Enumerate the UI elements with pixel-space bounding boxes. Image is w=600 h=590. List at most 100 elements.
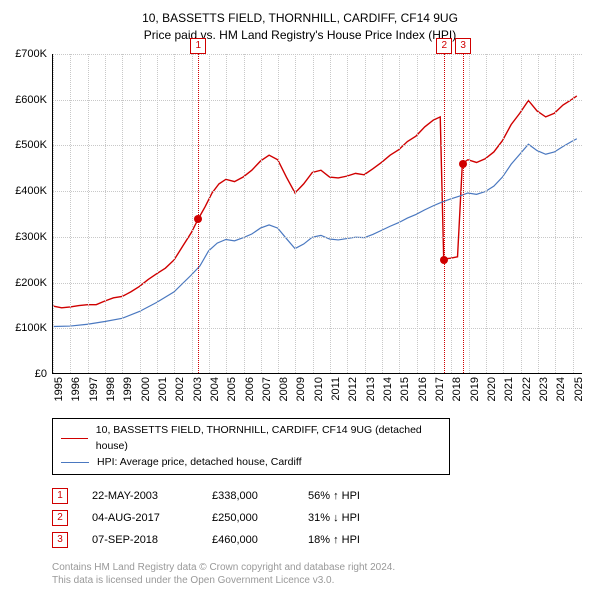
gridline-v: [417, 54, 418, 373]
sale-point-dot: [440, 256, 448, 264]
x-axis-label: 1999: [122, 377, 134, 401]
gridline-v: [192, 54, 193, 373]
series-hpi: [53, 139, 577, 327]
gridline-v: [244, 54, 245, 373]
gridline-v: [330, 54, 331, 373]
x-axis-label: 2015: [399, 377, 411, 401]
gridline-v: [434, 54, 435, 373]
gridline-v: [573, 54, 574, 373]
chart-title-block: 10, BASSETTS FIELD, THORNHILL, CARDIFF, …: [0, 0, 600, 44]
gridline-v: [521, 54, 522, 373]
x-axis-label: 2019: [469, 377, 481, 401]
y-axis-label: £100K: [15, 322, 47, 334]
sale-note-pct: 56% ↑ HPI: [308, 485, 360, 507]
gridline-v: [399, 54, 400, 373]
gridline-v: [53, 54, 54, 373]
gridline-v: [70, 54, 71, 373]
sale-marker-line: [463, 54, 464, 373]
x-axis-label: 2017: [434, 377, 446, 401]
x-axis-label: 1995: [53, 377, 65, 401]
gridline-v: [347, 54, 348, 373]
x-axis-label: 2007: [261, 377, 273, 401]
x-axis-label: 2000: [140, 377, 152, 401]
gridline-v: [209, 54, 210, 373]
x-axis-label: 2011: [330, 377, 342, 401]
sale-marker-line: [444, 54, 445, 373]
sale-note-row: 122-MAY-2003£338,00056% ↑ HPI: [52, 485, 582, 507]
sale-note-price: £460,000: [212, 529, 284, 551]
sale-marker-box: 2: [436, 38, 452, 54]
chart-area: £0£100K£200K£300K£400K£500K£600K£700K199…: [52, 54, 582, 374]
gridline-v: [226, 54, 227, 373]
gridline-v: [503, 54, 504, 373]
gridline-v: [105, 54, 106, 373]
series-property: [53, 96, 577, 308]
sale-notes: 122-MAY-2003£338,00056% ↑ HPI204-AUG-201…: [52, 485, 582, 551]
sale-marker-box: 1: [190, 38, 206, 54]
legend-label: HPI: Average price, detached house, Card…: [97, 455, 302, 471]
x-axis-label: 2023: [538, 377, 550, 401]
x-axis-label: 2009: [295, 377, 307, 401]
y-axis-label: £500K: [15, 139, 47, 151]
gridline-v: [122, 54, 123, 373]
x-axis-label: 2025: [573, 377, 585, 401]
gridline-v: [140, 54, 141, 373]
x-axis-label: 1996: [70, 377, 82, 401]
gridline-v: [365, 54, 366, 373]
x-axis-label: 2012: [347, 377, 359, 401]
x-axis-label: 2003: [192, 377, 204, 401]
legend-row: 10, BASSETTS FIELD, THORNHILL, CARDIFF, …: [61, 423, 441, 455]
gridline-v: [382, 54, 383, 373]
sale-note-number: 2: [52, 510, 68, 526]
x-axis-label: 2010: [313, 377, 325, 401]
gridline-v: [157, 54, 158, 373]
y-axis-label: £700K: [15, 48, 47, 60]
x-axis-label: 2008: [278, 377, 290, 401]
x-axis-label: 2005: [226, 377, 238, 401]
sale-note-price: £338,000: [212, 485, 284, 507]
sale-point-dot: [459, 160, 467, 168]
sale-note-date: 04-AUG-2017: [92, 507, 188, 529]
sale-note-row: 307-SEP-2018£460,00018% ↑ HPI: [52, 529, 582, 551]
x-axis-label: 2021: [503, 377, 515, 401]
x-axis-label: 2006: [244, 377, 256, 401]
x-axis-label: 2022: [521, 377, 533, 401]
x-axis-label: 2004: [209, 377, 221, 401]
gridline-v: [555, 54, 556, 373]
x-axis-label: 2024: [555, 377, 567, 401]
gridline-v: [451, 54, 452, 373]
sale-note-date: 22-MAY-2003: [92, 485, 188, 507]
plot-region: £0£100K£200K£300K£400K£500K£600K£700K199…: [52, 54, 582, 374]
gridline-v: [278, 54, 279, 373]
legend-box: 10, BASSETTS FIELD, THORNHILL, CARDIFF, …: [52, 418, 450, 475]
legend-and-notes: 10, BASSETTS FIELD, THORNHILL, CARDIFF, …: [52, 418, 582, 587]
title-line-2: Price paid vs. HM Land Registry's House …: [0, 27, 600, 44]
footer-line-2: This data is licensed under the Open Gov…: [52, 574, 582, 587]
title-line-1: 10, BASSETTS FIELD, THORNHILL, CARDIFF, …: [0, 10, 600, 27]
y-axis-label: £300K: [15, 231, 47, 243]
x-axis-label: 2020: [486, 377, 498, 401]
sale-note-pct: 18% ↑ HPI: [308, 529, 360, 551]
footer-line-1: Contains HM Land Registry data © Crown c…: [52, 561, 582, 574]
sale-note-row: 2 04-AUG-2017 £250,000 31% ↓ HPI: [52, 507, 582, 529]
gridline-v: [174, 54, 175, 373]
gridline-v: [88, 54, 89, 373]
x-axis-label: 1997: [88, 377, 100, 401]
gridline-v: [469, 54, 470, 373]
gridline-v: [261, 54, 262, 373]
y-axis-label: £600K: [15, 94, 47, 106]
gridline-v: [313, 54, 314, 373]
x-axis-label: 2014: [382, 377, 394, 401]
sale-point-dot: [194, 215, 202, 223]
sale-note-price: £250,000: [212, 507, 284, 529]
x-axis-label: 1998: [105, 377, 117, 401]
x-axis-label: 2002: [174, 377, 186, 401]
x-axis-label: 2018: [451, 377, 463, 401]
legend-label: 10, BASSETTS FIELD, THORNHILL, CARDIFF, …: [96, 423, 441, 455]
footer-attribution: Contains HM Land Registry data © Crown c…: [52, 561, 582, 587]
gridline-v: [295, 54, 296, 373]
x-axis-label: 2001: [157, 377, 169, 401]
x-axis-label: 2016: [417, 377, 429, 401]
sale-note-pct: 31% ↓ HPI: [308, 507, 360, 529]
x-axis-label: 2013: [365, 377, 377, 401]
